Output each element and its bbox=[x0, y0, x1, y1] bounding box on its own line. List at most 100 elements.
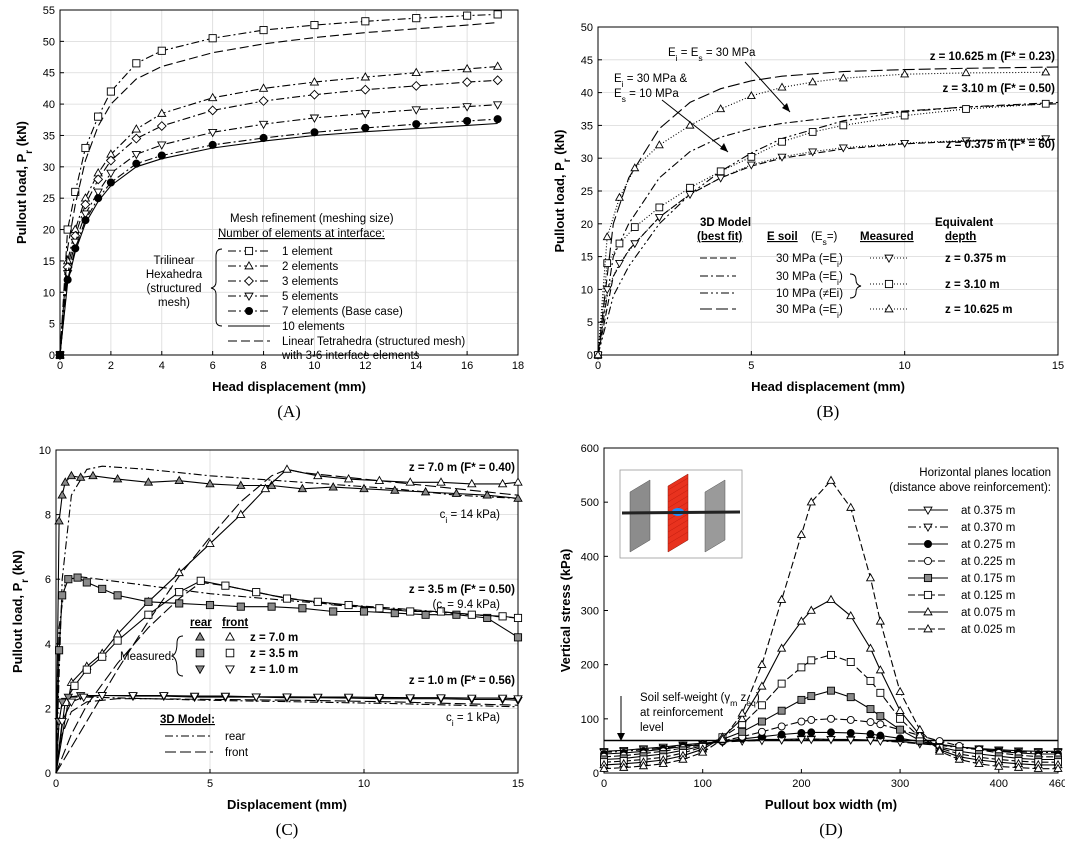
data-point bbox=[497, 478, 508, 488]
y-tick-label: 6 bbox=[45, 574, 51, 586]
panel-d-chart: 0 100 200 300 400 460 0 100 200 300 400 500 600 Pullo… bbox=[558, 443, 1065, 839]
x-tick-label: 10 bbox=[308, 360, 320, 372]
data-point bbox=[961, 137, 971, 146]
data-point bbox=[405, 694, 415, 703]
x-tick-label: 15 bbox=[512, 778, 524, 790]
data-point bbox=[88, 470, 98, 480]
y-tick-label: 100 bbox=[581, 714, 599, 726]
y-tick-label: 300 bbox=[581, 606, 599, 618]
panel-label: (C) bbox=[276, 820, 299, 839]
legend-entry: with 3-6 interface elements bbox=[281, 350, 420, 362]
data-point bbox=[826, 594, 836, 603]
cohesion-label: ci = 1 kPa) bbox=[446, 712, 500, 728]
data-point bbox=[221, 581, 230, 590]
legend-entry: 2 elements bbox=[282, 261, 339, 273]
data-point bbox=[493, 10, 502, 19]
legend-model-title: 3D Model: bbox=[160, 714, 215, 726]
data-point bbox=[411, 80, 422, 91]
y-tick-label: 4 bbox=[45, 639, 51, 651]
legend-depth: z = 10.625 m bbox=[945, 304, 1012, 316]
data-point bbox=[934, 746, 945, 755]
data-point bbox=[807, 692, 816, 701]
data-point bbox=[406, 607, 415, 616]
data-point bbox=[236, 509, 246, 518]
data-point bbox=[313, 470, 323, 480]
data-point bbox=[513, 493, 523, 502]
data-point bbox=[60, 477, 70, 486]
data-point bbox=[436, 477, 446, 486]
legend-col-model: 3D Model bbox=[700, 217, 751, 229]
panel-label: (D) bbox=[819, 820, 843, 839]
legend-col-model-sub: (best fit) bbox=[697, 231, 743, 243]
panel-a-chart: 0 2 4 6 8 10 12 14 16 18 0 5 10 15 20 25 30 35 40 45 50 55 Hea… bbox=[14, 5, 524, 421]
data-point bbox=[360, 110, 371, 119]
data-point bbox=[205, 478, 215, 488]
data-point bbox=[80, 199, 91, 210]
data-point bbox=[807, 715, 816, 724]
y-tick-label: 20 bbox=[43, 225, 55, 237]
data-point bbox=[962, 105, 970, 113]
legend-title: Horizontal planes location bbox=[919, 467, 1051, 479]
data-point bbox=[82, 665, 91, 674]
data-point bbox=[866, 705, 875, 714]
data-point bbox=[207, 105, 218, 116]
data-point bbox=[282, 464, 292, 473]
inset-stress-band bbox=[667, 513, 689, 527]
y-tick-label: 0 bbox=[49, 350, 55, 362]
data-point bbox=[131, 150, 142, 160]
data-point bbox=[777, 679, 786, 688]
data-point bbox=[105, 155, 116, 166]
data-point bbox=[827, 714, 835, 723]
data-point bbox=[513, 477, 523, 486]
data-point bbox=[57, 717, 67, 727]
data-point bbox=[686, 183, 694, 192]
panel-b-chart: 0 5 10 15 0 5 10 15 20 25 30 35 40 45 50 Head displacem… bbox=[552, 22, 1064, 421]
y-tick-label: 45 bbox=[581, 55, 593, 67]
data-point bbox=[106, 87, 115, 96]
x-tick-label: 10 bbox=[358, 778, 370, 790]
legend-marker bbox=[923, 623, 933, 633]
legend-marker bbox=[244, 306, 254, 316]
legend-entry: 5 elements bbox=[282, 291, 339, 303]
data-point bbox=[156, 121, 167, 132]
data-point bbox=[796, 529, 807, 538]
data-point bbox=[374, 475, 385, 485]
legend-marker bbox=[923, 556, 933, 566]
data-point bbox=[876, 720, 885, 729]
legend-marker bbox=[923, 573, 933, 583]
data-point bbox=[492, 101, 503, 110]
data-point bbox=[808, 77, 818, 86]
data-point bbox=[462, 63, 472, 73]
data-point bbox=[258, 120, 269, 130]
data-point bbox=[1033, 763, 1043, 772]
x-tick-label: 4 bbox=[159, 360, 165, 372]
data-point bbox=[251, 693, 261, 702]
data-point bbox=[846, 610, 856, 620]
data-point bbox=[900, 139, 910, 148]
data-point bbox=[298, 604, 307, 613]
data-point bbox=[82, 578, 91, 587]
data-point bbox=[807, 656, 816, 665]
depth-label: z = 3.10 m (F* = 0.50) bbox=[942, 83, 1055, 95]
data-point bbox=[343, 693, 354, 703]
data-point bbox=[196, 576, 205, 585]
series-line bbox=[55, 465, 519, 774]
data-point bbox=[66, 470, 77, 480]
data-point bbox=[483, 613, 492, 623]
x-tick-label: 2 bbox=[108, 360, 114, 372]
data-point bbox=[827, 728, 835, 737]
legend-marker bbox=[195, 648, 205, 658]
series-line bbox=[597, 138, 1059, 356]
data-point bbox=[282, 594, 292, 603]
x-tick-label: 400 bbox=[990, 778, 1008, 790]
y-tick-label: 0 bbox=[45, 768, 51, 780]
data-point bbox=[846, 658, 855, 666]
x-axis-label: Displacement (mm) bbox=[227, 797, 347, 812]
legend-col-depth: Equivalent bbox=[935, 217, 993, 229]
legend-esoil: 30 MPa (=Ei) bbox=[776, 253, 843, 269]
data-point bbox=[467, 694, 477, 704]
data-point bbox=[630, 240, 640, 249]
y-tick-label: 200 bbox=[581, 660, 599, 672]
data-point bbox=[658, 758, 668, 768]
data-point bbox=[513, 613, 523, 623]
